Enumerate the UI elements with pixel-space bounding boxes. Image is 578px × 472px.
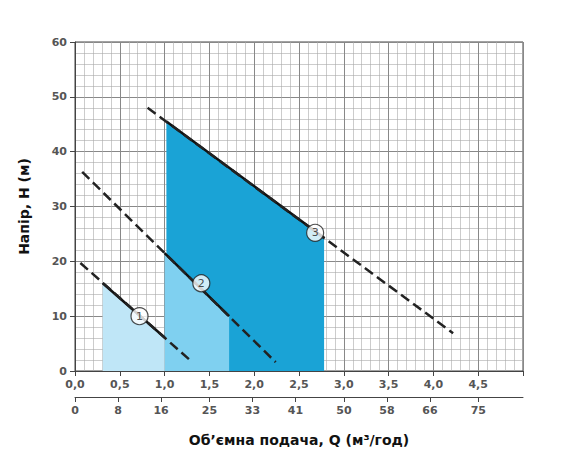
svg-text:Об’ємна подача, Q (м³/год): Об’ємна подача, Q (м³/год)	[189, 432, 410, 448]
svg-text:2: 2	[198, 277, 205, 290]
svg-text:4,0: 4,0	[424, 378, 444, 391]
svg-text:1,5: 1,5	[200, 378, 220, 391]
svg-text:60: 60	[52, 36, 68, 49]
svg-text:0,0: 0,0	[65, 378, 85, 391]
svg-text:8: 8	[114, 404, 122, 417]
svg-text:25: 25	[202, 404, 217, 417]
svg-text:2,0: 2,0	[244, 378, 264, 391]
svg-text:Напір, H (м): Напір, H (м)	[16, 158, 32, 255]
svg-text:30: 30	[52, 200, 68, 213]
svg-text:2,5: 2,5	[289, 378, 309, 391]
svg-text:58: 58	[379, 404, 394, 417]
svg-text:66: 66	[422, 404, 438, 417]
svg-text:3,0: 3,0	[334, 378, 354, 391]
svg-text:3: 3	[312, 226, 319, 239]
svg-text:0: 0	[59, 365, 67, 378]
svg-text:41: 41	[288, 404, 303, 417]
svg-text:16: 16	[153, 404, 169, 417]
svg-text:40: 40	[52, 145, 68, 158]
svg-text:10: 10	[52, 310, 68, 323]
svg-text:0: 0	[71, 404, 79, 417]
svg-text:3,5: 3,5	[379, 378, 399, 391]
svg-text:1: 1	[136, 310, 143, 323]
svg-text:75: 75	[471, 404, 486, 417]
svg-text:50: 50	[336, 404, 352, 417]
svg-text:20: 20	[52, 255, 68, 268]
svg-text:50: 50	[52, 90, 68, 103]
svg-text:1,0: 1,0	[155, 378, 175, 391]
svg-text:0,5: 0,5	[110, 378, 130, 391]
svg-text:4,5: 4,5	[468, 378, 488, 391]
svg-text:33: 33	[245, 404, 260, 417]
